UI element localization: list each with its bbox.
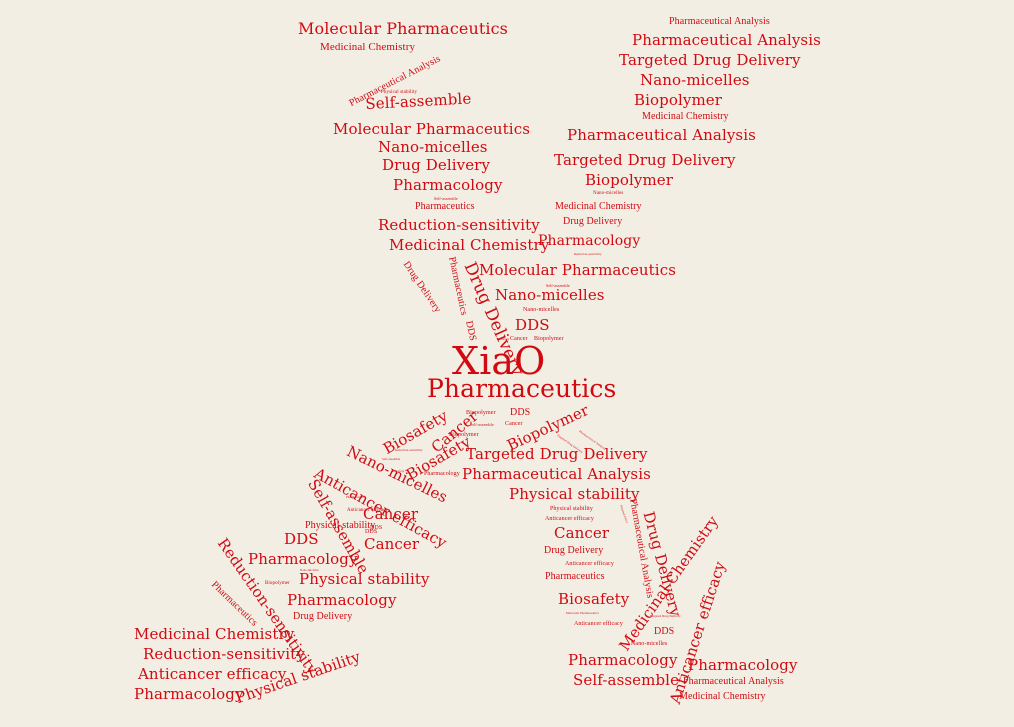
cloud-word: Pharmacology — [248, 550, 358, 568]
cloud-word: Cancer — [554, 524, 610, 542]
cloud-word: Self-assemble — [434, 196, 458, 201]
cloud-word: Medicinal Chemistry — [389, 236, 550, 254]
cloud-word: Self-assemble — [382, 457, 401, 461]
cloud-word: Pharmacology — [393, 176, 503, 194]
cloud-word: Pharmaceutical Analysis — [683, 676, 784, 687]
cloud-word: Nano-micelles — [523, 307, 560, 313]
cloud-word: Biopolymer — [534, 336, 564, 342]
cloud-word: DDS — [365, 529, 378, 535]
cloud-word: Pharmaceutics — [415, 201, 475, 212]
cloud-word: Pharmacology — [688, 656, 798, 674]
cloud-word: Cancer — [510, 336, 528, 342]
cloud-word: Molecular Pharmaceutics — [566, 611, 599, 615]
cloud-word: Molecular Pharmaceutics — [333, 120, 530, 138]
cloud-word: Pharmacology — [424, 471, 460, 477]
cloud-word: Pharmacology — [538, 233, 641, 249]
cloud-word: Self-assemble — [364, 89, 472, 113]
cloud-word: DDS — [370, 525, 383, 531]
cloud-word: Molecular Pharmaceutics — [479, 261, 676, 279]
cloud-word: Targeted Drug Delivery — [619, 51, 801, 69]
cloud-word: Pharmacology — [287, 591, 397, 609]
cloud-word: Drug Delivery — [382, 156, 491, 174]
cloud-word: Targeted Drug Delivery — [466, 445, 648, 463]
cloud-word: Pharmacology — [568, 651, 678, 669]
cloud-word: DDS — [510, 407, 531, 418]
cloud-word: Reduction-sensitivity — [574, 252, 602, 256]
cloud-word-center-subject: Pharmaceutics — [427, 374, 617, 403]
cloud-word: Physical stability — [299, 570, 430, 588]
cloud-word: Cancer — [363, 505, 419, 523]
cloud-word: Reduction-sensitivity — [143, 645, 305, 663]
cloud-word: Medicinal Chemistry — [555, 201, 642, 212]
cloud-word: Biopolymer — [466, 410, 496, 416]
cloud-word: Self-assemble — [573, 671, 680, 689]
cloud-word: Nano-micelles — [640, 71, 750, 89]
cloud-word: Drug Delivery — [293, 611, 353, 622]
cloud-word: Nano-micelles — [631, 641, 668, 647]
cloud-word: Anticancer efficacy — [545, 516, 594, 522]
cloud-word: Drug Delivery — [400, 259, 444, 315]
cloud-word: Pharmaceutical Analysis — [462, 465, 651, 483]
cloud-word: Pharmaceutics — [545, 571, 605, 582]
cloud-word: Targeted Drug Delivery — [554, 151, 736, 169]
cloud-word: Biopolymer — [585, 171, 674, 189]
cloud-word: Nano-micelles — [300, 568, 319, 572]
cloud-word: Anticancer efficacy — [138, 665, 287, 683]
cloud-word: Self-assemble — [546, 283, 570, 288]
cloud-word: Pharmaceutics — [346, 495, 365, 499]
cloud-word: Reduction-sensitivity — [378, 216, 540, 234]
cloud-word: DDS — [654, 626, 675, 637]
cloud-word: Medicinal Chemistry — [679, 691, 766, 702]
cloud-word: Anticancer efficacy — [347, 508, 389, 513]
cloud-word: Targeted Drug Delivery — [650, 614, 681, 618]
cloud-word: Nano-micelles — [593, 191, 624, 196]
cloud-word: Molecular Pharmaceutics — [298, 19, 508, 38]
cloud-word: Physical stability — [550, 506, 593, 512]
cloud-word: Pharmaceutical Analysis — [567, 126, 756, 144]
cloud-word: Pharmaceutical Analysis — [632, 31, 821, 49]
cloud-word: Pharmaceutics — [619, 504, 630, 524]
cloud-word-center-name: XiaO — [452, 339, 546, 383]
cloud-word: Medicinal Chemistry — [320, 41, 416, 53]
cloud-word: Anticancer efficacy — [565, 561, 614, 567]
cloud-word: Reduction-sensitivity — [395, 448, 423, 452]
cloud-word: Physical stability — [381, 90, 418, 95]
cloud-word: Medicinal Chemistry — [134, 625, 295, 643]
cloud-word: Self-assemble — [470, 422, 494, 427]
cloud-word: Cancer — [505, 421, 523, 427]
cloud-word: Biosafety — [392, 469, 405, 473]
cloud-word: Biopolymer — [449, 432, 479, 438]
cloud-word: Nano-micelles — [495, 286, 605, 304]
cloud-word: Pharmacology — [134, 685, 244, 703]
cloud-word: Cancer — [364, 535, 420, 553]
cloud-word: Drug Delivery — [544, 545, 604, 556]
cloud-word: Biosafety — [497, 337, 510, 341]
cloud-word: Medicinal Chemistry — [642, 111, 729, 122]
cloud-word: Biopolymer — [265, 581, 290, 586]
cloud-word: DDS — [284, 530, 319, 548]
cloud-word: Physical stability — [509, 485, 640, 503]
cloud-word: Pharmaceutical Analysis — [669, 16, 770, 27]
cloud-word: Anticancer efficacy — [574, 621, 623, 627]
cloud-word: Physical stability — [305, 520, 376, 531]
cloud-word: Nano-micelles — [378, 138, 488, 156]
cloud-word: DDS — [515, 316, 550, 334]
cloud-word: Biosafety — [558, 590, 630, 608]
cloud-word: Drug Delivery — [563, 216, 623, 227]
cloud-word: Biopolymer — [634, 91, 723, 109]
